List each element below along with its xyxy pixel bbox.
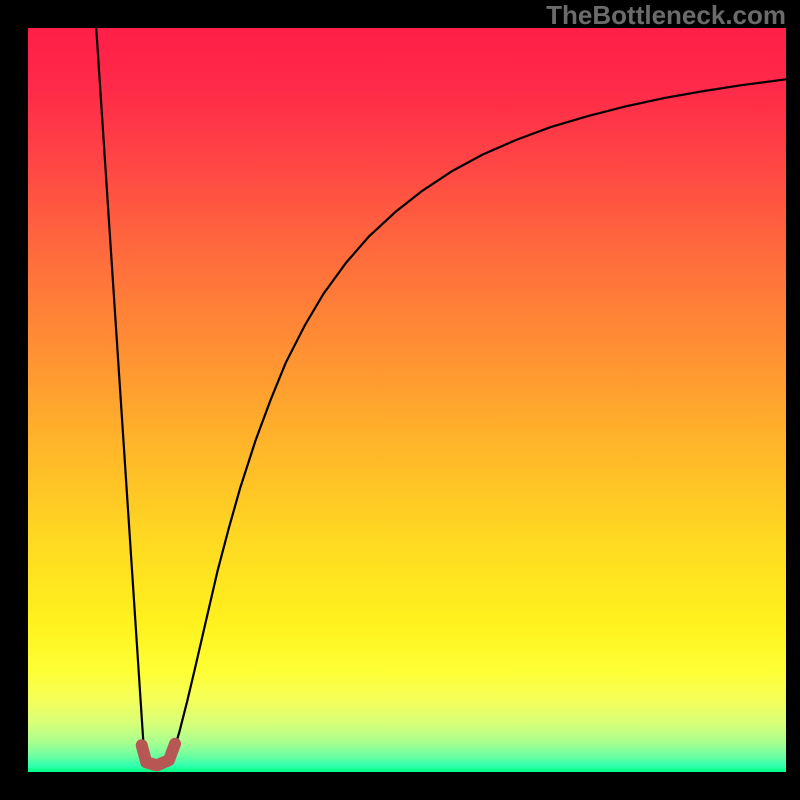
chart-svg (0, 0, 800, 800)
chart-container: TheBottleneck.com (0, 0, 800, 800)
watermark-label: TheBottleneck.com (546, 0, 786, 31)
plot-area (28, 28, 786, 772)
